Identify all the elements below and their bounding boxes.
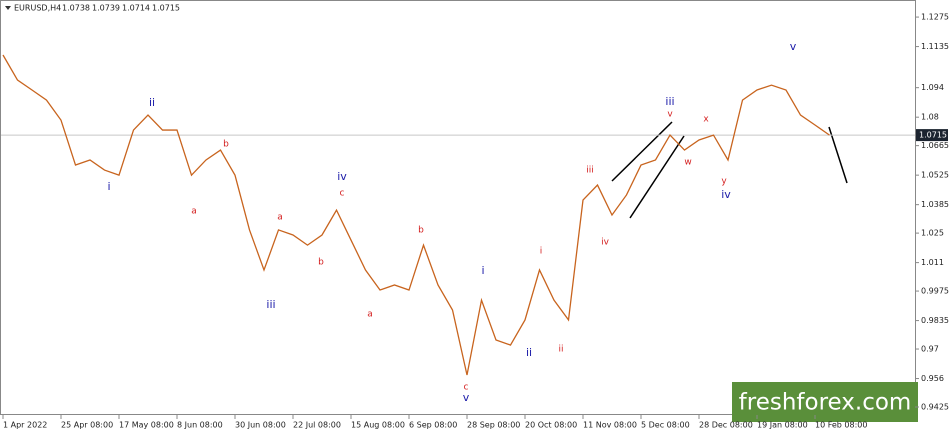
channel-line: [629, 135, 685, 219]
y-tick-label: 0.9975: [921, 287, 949, 296]
y-tick-label: 0.956: [921, 374, 944, 383]
x-tick-label: 15 Aug 08:00: [351, 421, 405, 430]
wave-label: b: [223, 140, 229, 150]
y-tick-label: 1.0665: [921, 141, 949, 150]
wave-label: iv: [721, 188, 731, 201]
x-tick-label: 11 Nov 08:00: [583, 421, 637, 430]
wave-label: x: [703, 115, 709, 125]
wave-label: iv: [601, 238, 610, 248]
x-tick-label: 1 Apr 2022: [3, 421, 47, 430]
wave-label: b: [418, 226, 424, 236]
price-line-series: [2, 54, 830, 376]
wave-label: v: [790, 40, 797, 53]
x-tick-label: 17 May 08:00: [119, 421, 174, 430]
channel-line: [611, 121, 673, 182]
ohlc-value: 1.0715: [152, 4, 180, 13]
wave-label: iii: [266, 298, 275, 311]
watermark: freshforex.com: [739, 390, 912, 416]
x-tick-label: 28 Sep 08:00: [467, 421, 520, 430]
wave-label: ii: [558, 345, 563, 355]
x-tick-label: 20 Oct 08:00: [525, 421, 577, 430]
x-tick-label: 5 Dec 08:00: [641, 421, 690, 430]
wave-label: a: [191, 207, 197, 217]
price-label: 1.0715: [919, 131, 947, 140]
x-tick-label: 28 Dec 08:00: [699, 421, 753, 430]
wave-label: ii: [526, 346, 532, 359]
y-tick-label: 1.1135: [921, 42, 949, 51]
wave-label: w: [684, 158, 691, 168]
y-tick-label: 1.0385: [921, 200, 949, 209]
forecast-line: [828, 126, 848, 184]
watermark-box: [732, 382, 918, 422]
wave-label: a: [367, 310, 373, 320]
y-tick-label: 1.08: [921, 113, 939, 122]
y-tick-label: 1.094: [921, 83, 944, 92]
x-tick-label: 8 Jun 08:00: [177, 421, 223, 430]
wave-label: iii: [586, 166, 594, 176]
symbol-arrow: [5, 6, 11, 10]
wave-label: iv: [337, 170, 347, 183]
wave-label: c: [464, 383, 469, 393]
wave-label: a: [277, 213, 283, 223]
x-tick-label: 25 Apr 08:00: [61, 421, 113, 430]
ohlc-value: 1.0739: [92, 4, 120, 13]
x-tick-label: 6 Sep 08:00: [409, 421, 457, 430]
y-tick-label: 0.97: [921, 345, 939, 354]
y-tick-label: 1.025: [921, 229, 944, 238]
y-tick-label: 0.9425: [921, 402, 949, 411]
y-tick-label: 1.1275: [921, 13, 949, 22]
y-tick-label: 0.9835: [921, 316, 949, 325]
wave-label: i: [107, 180, 110, 193]
x-tick-label: 30 Jun 08:00: [235, 421, 286, 430]
wave-label: ii: [149, 96, 155, 109]
symbol-title: EURUSD,H4: [14, 4, 61, 13]
x-tick-label: 19 Jan 08:00: [757, 421, 808, 430]
ohlc-value: 1.0714: [122, 4, 150, 13]
wave-label: c: [340, 189, 345, 199]
plot-frame: [0, 0, 916, 415]
wave-label: v: [463, 391, 470, 404]
y-tick-label: 1.011: [921, 258, 944, 267]
wave-label: i: [540, 247, 543, 257]
x-tick-label: 22 Jul 08:00: [293, 421, 341, 430]
wave-label: y: [721, 177, 727, 187]
wave-label: b: [318, 258, 324, 268]
y-tick-label: 1.0525: [921, 171, 949, 180]
wave-label: v: [667, 110, 673, 120]
price-label-box: [916, 129, 948, 142]
wave-label: i: [481, 264, 484, 277]
x-tick-label: 10 Feb 08:00: [815, 421, 867, 430]
wave-label: iii: [665, 95, 674, 108]
ohlc-value: 1.0738: [62, 4, 90, 13]
